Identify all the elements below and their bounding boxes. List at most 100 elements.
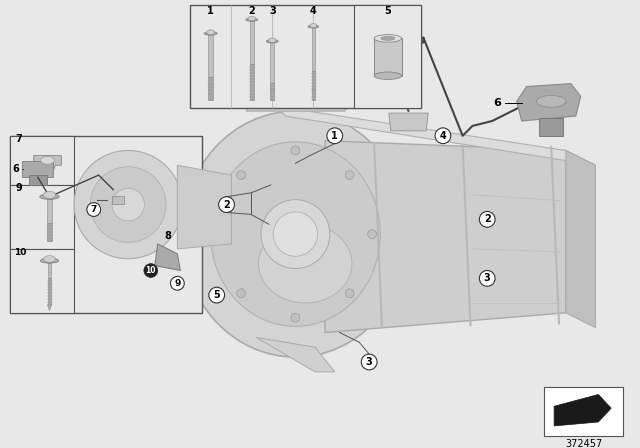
Polygon shape — [155, 244, 180, 271]
Text: 3: 3 — [269, 6, 276, 16]
Ellipse shape — [40, 258, 59, 263]
Text: 6: 6 — [493, 98, 501, 108]
Polygon shape — [389, 113, 428, 131]
Ellipse shape — [273, 212, 317, 256]
Text: 1: 1 — [332, 131, 338, 141]
Bar — [312, 26, 315, 71]
Text: 2: 2 — [484, 214, 491, 224]
Circle shape — [479, 271, 495, 286]
Polygon shape — [177, 165, 232, 249]
Ellipse shape — [261, 200, 330, 268]
Ellipse shape — [40, 194, 60, 199]
Text: 8: 8 — [164, 231, 171, 241]
Ellipse shape — [182, 111, 408, 357]
Polygon shape — [516, 84, 580, 121]
Bar — [10, 136, 202, 313]
Ellipse shape — [374, 72, 402, 79]
Ellipse shape — [44, 256, 55, 263]
Text: 7: 7 — [15, 134, 22, 144]
Circle shape — [362, 354, 377, 370]
Polygon shape — [554, 394, 611, 426]
Bar — [10, 249, 74, 313]
Bar — [22, 161, 53, 177]
Bar — [10, 136, 74, 185]
Ellipse shape — [291, 146, 300, 155]
Ellipse shape — [266, 40, 278, 43]
Polygon shape — [246, 99, 355, 111]
Bar — [47, 261, 51, 278]
Ellipse shape — [248, 17, 255, 21]
Ellipse shape — [207, 30, 215, 34]
Bar — [10, 185, 74, 249]
Ellipse shape — [368, 230, 376, 238]
Polygon shape — [256, 337, 335, 372]
Ellipse shape — [259, 224, 352, 303]
Polygon shape — [276, 106, 595, 165]
Ellipse shape — [291, 313, 300, 322]
Ellipse shape — [112, 188, 145, 221]
Ellipse shape — [310, 24, 317, 27]
Text: 5: 5 — [213, 290, 220, 300]
Bar — [209, 34, 213, 77]
Text: 9: 9 — [15, 183, 22, 193]
Ellipse shape — [44, 191, 56, 198]
Circle shape — [144, 263, 157, 277]
Text: 10: 10 — [14, 248, 26, 257]
Bar — [374, 39, 402, 76]
Ellipse shape — [74, 151, 182, 258]
Ellipse shape — [345, 171, 354, 179]
Circle shape — [170, 276, 184, 290]
Bar — [29, 175, 47, 185]
Text: 2: 2 — [223, 200, 230, 210]
Text: 7: 7 — [91, 205, 97, 214]
Ellipse shape — [237, 289, 246, 297]
Text: 3: 3 — [484, 273, 491, 284]
Ellipse shape — [237, 171, 246, 179]
Text: 1: 1 — [207, 6, 214, 16]
Ellipse shape — [214, 230, 223, 238]
Bar — [47, 223, 52, 241]
Polygon shape — [34, 155, 61, 173]
Ellipse shape — [40, 156, 54, 164]
Bar — [113, 196, 124, 204]
Bar — [47, 197, 52, 223]
Ellipse shape — [211, 142, 380, 326]
Text: 3: 3 — [366, 357, 372, 367]
Bar — [540, 118, 563, 136]
Ellipse shape — [269, 38, 276, 43]
Ellipse shape — [536, 95, 566, 107]
Bar — [355, 5, 421, 108]
Text: 10: 10 — [145, 266, 156, 275]
Polygon shape — [47, 305, 51, 311]
Circle shape — [479, 211, 495, 227]
Text: 372457: 372457 — [565, 439, 602, 448]
Circle shape — [209, 287, 225, 303]
Text: 5: 5 — [385, 6, 391, 16]
Bar — [312, 71, 315, 100]
Bar — [190, 5, 421, 108]
Ellipse shape — [204, 32, 217, 35]
Circle shape — [435, 128, 451, 144]
Bar — [270, 41, 275, 82]
Bar — [250, 20, 253, 64]
Bar — [250, 64, 253, 100]
Text: 4: 4 — [310, 6, 317, 16]
Ellipse shape — [246, 18, 258, 22]
Bar — [209, 77, 213, 100]
Bar — [544, 387, 623, 436]
Text: 4: 4 — [440, 131, 446, 141]
Text: 9: 9 — [174, 279, 180, 288]
Ellipse shape — [90, 167, 166, 242]
Circle shape — [87, 202, 100, 216]
Ellipse shape — [381, 36, 395, 40]
Circle shape — [219, 197, 234, 212]
Bar — [270, 82, 275, 100]
Circle shape — [327, 128, 342, 144]
Polygon shape — [566, 151, 595, 327]
Ellipse shape — [308, 25, 319, 28]
Polygon shape — [325, 141, 566, 332]
Text: 6: 6 — [13, 164, 19, 174]
Text: 2: 2 — [248, 6, 255, 16]
Ellipse shape — [345, 289, 354, 297]
Ellipse shape — [374, 34, 402, 42]
